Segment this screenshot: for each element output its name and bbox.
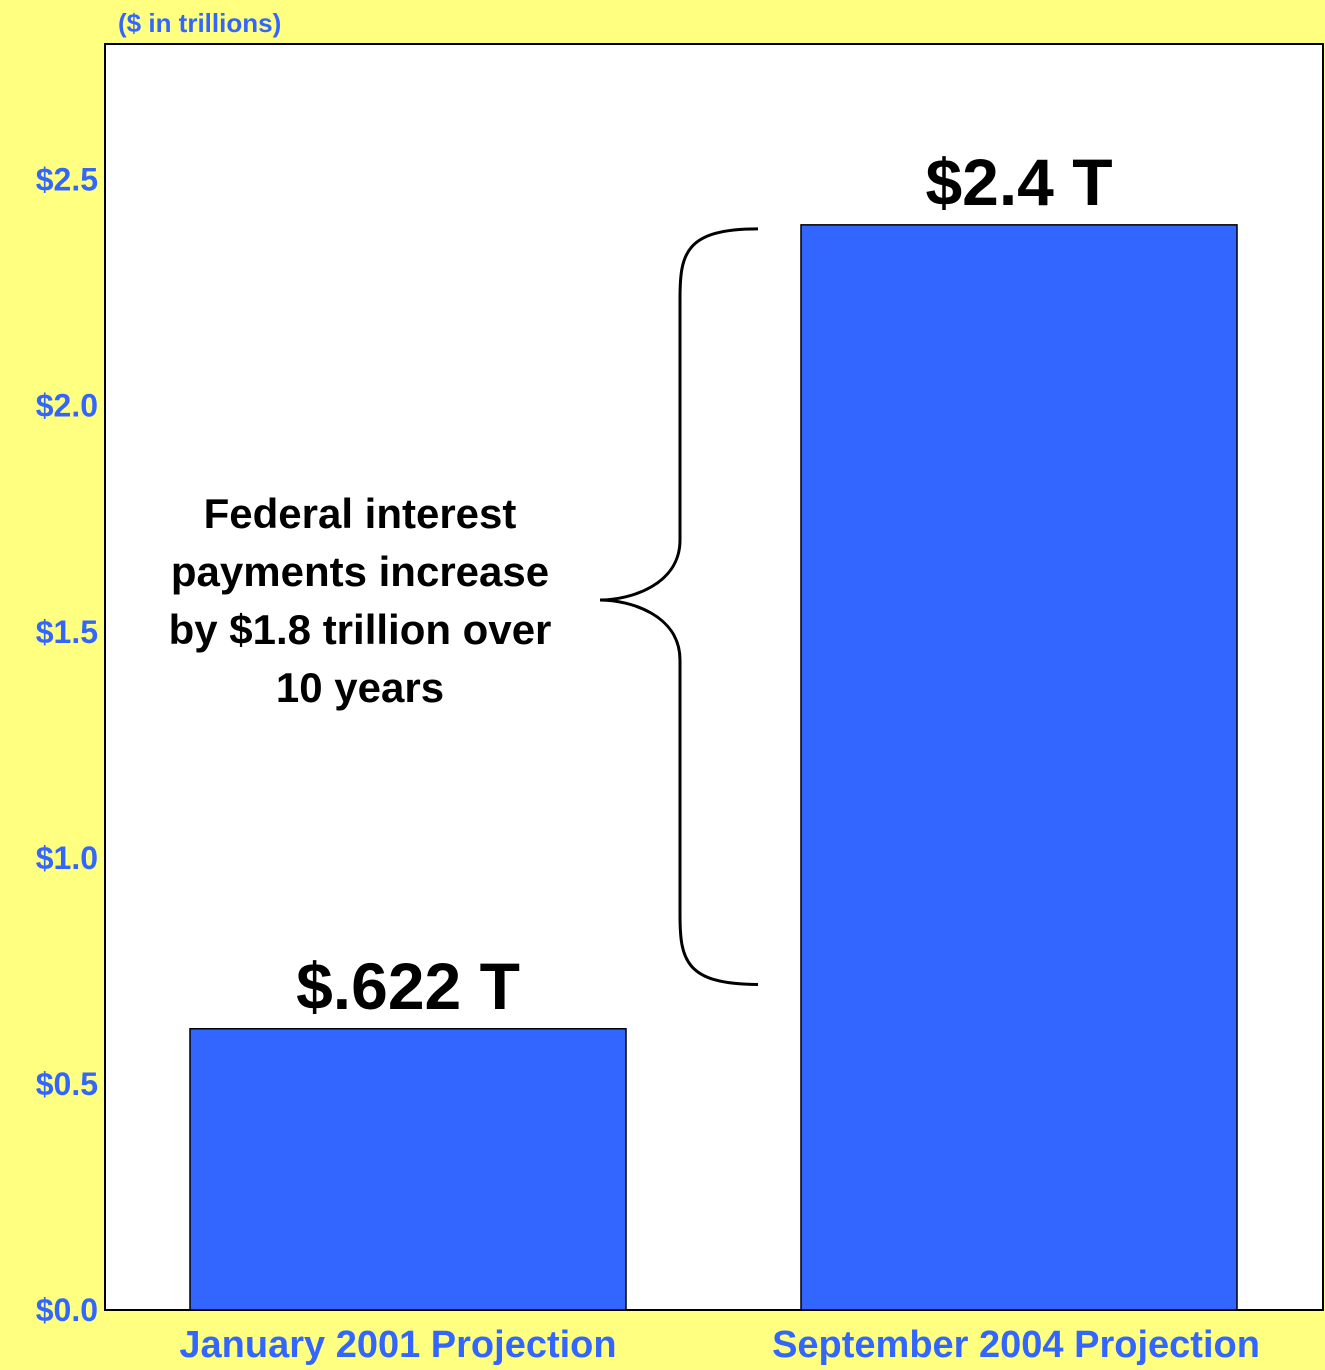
bars: $.622 T January 2001 Projection $2.4 T Sept… [179, 145, 1260, 1366]
y-axis-ticks: $0.0 $0.5 $1.0 $1.5 $2.0 $2.5 [36, 162, 98, 1328]
y-tick-label: $2.0 [36, 388, 98, 424]
y-tick-label: $2.5 [36, 162, 98, 198]
annotation: Federal interest payments increase by $1.8… [169, 227, 759, 986]
brace-shape [599, 227, 759, 986]
data-label: $.622 T [296, 949, 520, 1023]
bar [189, 1028, 627, 1311]
category-label: January 2001 Projection [179, 1324, 616, 1366]
unit-label: ($ in trillions) [118, 8, 281, 38]
y-tick-label: $1.0 [36, 840, 98, 876]
category-label: September 2004 Projection [772, 1324, 1260, 1366]
data-label: $2.4 T [925, 145, 1112, 219]
annotation-line: payments increase [171, 548, 549, 595]
y-tick-label: $0.5 [36, 1066, 98, 1102]
bar [800, 224, 1238, 1311]
y-tick-label: $1.5 [36, 614, 98, 650]
annotation-line: Federal interest [204, 490, 517, 537]
annotation-line: by $1.8 trillion over [169, 606, 552, 653]
y-tick-label: $0.0 [36, 1292, 98, 1328]
annotation-line: 10 years [276, 664, 444, 711]
annotation-text: Federal interest payments increase by $1.8… [169, 490, 552, 711]
